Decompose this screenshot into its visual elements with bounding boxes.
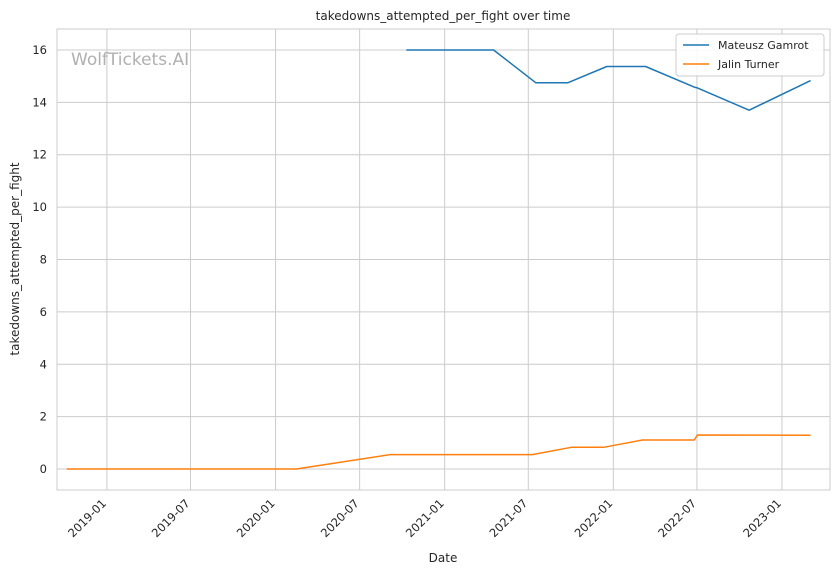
y-tick-label: 12 [32,148,47,162]
y-tick-label: 10 [32,200,47,214]
y-tick-label: 4 [40,357,47,371]
legend: Mateusz Gamrot Jalin Turner [675,33,825,77]
y-axis-ticks: 0 2 4 6 8 10 12 14 16 [32,43,47,476]
legend-label-mateusz-gamrot: Mateusz Gamrot [718,39,809,52]
y-tick-label: 6 [40,305,47,319]
chart-title: takedowns_attempted_per_fight over time [316,9,571,23]
y-tick-label: 16 [32,43,47,57]
series-line-jalin-turner [66,434,811,470]
grid [57,29,830,490]
y-tick-label: 0 [40,462,47,476]
series-lines [66,49,811,470]
legend-label-jalin-turner: Jalin Turner [717,58,780,71]
y-tick-label: 2 [40,410,47,424]
x-axis-label: Date [429,551,458,565]
legend-box [675,33,825,77]
series-line-mateusz-gamrot [406,49,811,111]
y-axis-label: takedowns_attempted_per_fight [8,162,22,355]
y-tick-label: 8 [40,253,47,267]
y-tick-label: 14 [32,95,47,109]
watermark-text: WolfTickets.AI [71,50,189,70]
